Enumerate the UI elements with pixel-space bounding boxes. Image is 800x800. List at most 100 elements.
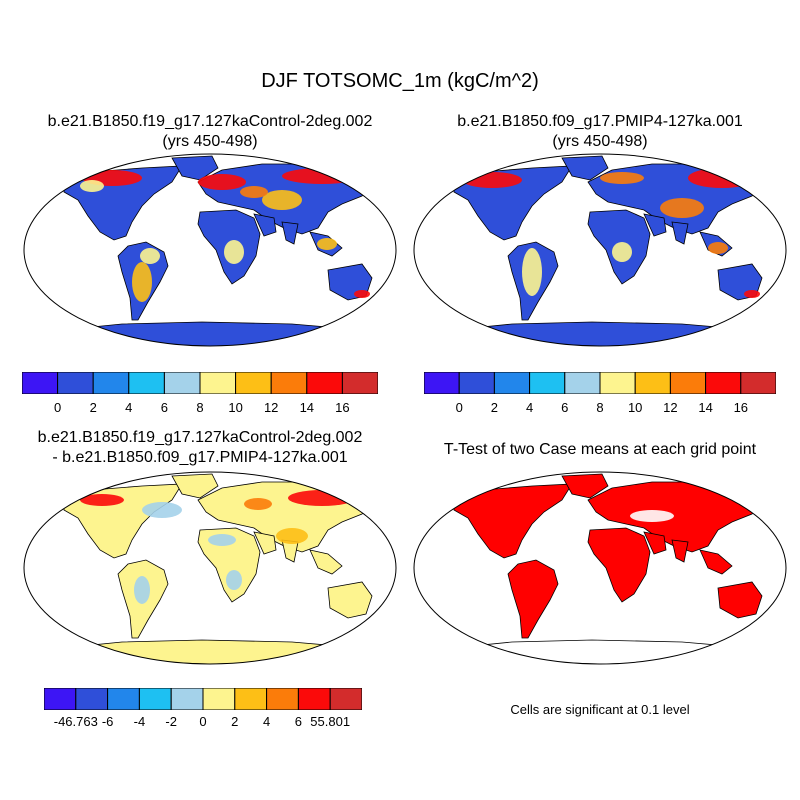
value-patch — [317, 238, 337, 250]
value-patch — [224, 240, 244, 264]
colorbar-swatch — [564, 372, 601, 394]
landmass-seAsia — [699, 549, 733, 575]
value-patch — [522, 248, 542, 296]
colorbar-tick-label: -4 — [133, 714, 146, 729]
colorbar-swatch — [202, 688, 236, 710]
landmass-africa — [587, 527, 651, 603]
value-patch — [240, 186, 268, 198]
colorbar-tick-label: 14 — [299, 400, 315, 415]
colorbar-swatch — [92, 372, 130, 394]
colorbar-swatch — [234, 688, 268, 710]
value-patch — [226, 570, 242, 590]
colorbar-swatch — [341, 372, 378, 394]
colorbar-tick-label: 2 — [490, 400, 499, 415]
landmass-australia — [327, 581, 373, 619]
landmass-southAmerica — [507, 559, 559, 639]
colorbar-swatch — [424, 372, 460, 394]
colorbar-swatch — [270, 372, 308, 394]
colorbar-swatch — [634, 372, 671, 394]
landmass-arabia — [253, 213, 277, 237]
value-patch — [462, 172, 522, 188]
colorbar-swatch — [306, 372, 343, 394]
colorbar-swatch — [458, 372, 495, 394]
colorbar-swatch — [705, 372, 742, 394]
colorbar-swatch — [529, 372, 566, 394]
colorbar-tick-label: 6 — [160, 400, 169, 415]
colorbar-swatch — [163, 372, 201, 394]
value-patch — [140, 248, 160, 264]
colorbar-tick-label: 14 — [698, 400, 713, 415]
landmass-arabia — [643, 213, 667, 237]
colorbar-swatch — [329, 688, 362, 710]
colorbar-tick-label: 0 — [53, 400, 62, 415]
colorbar-swatch — [170, 688, 204, 710]
map-difference — [23, 471, 397, 665]
landmass-greenland — [171, 473, 219, 499]
colorbar-control — [22, 372, 378, 394]
value-patch — [132, 262, 152, 302]
colorbar-tick-label: -2 — [165, 714, 177, 729]
colorbar-tick-label: 4 — [125, 400, 133, 415]
map-control — [23, 153, 397, 347]
colorbar-tick-label: 12 — [263, 400, 279, 415]
landmass-india — [671, 221, 689, 245]
colorbar-swatch — [669, 372, 707, 394]
colorbar-tick-label: 2 — [231, 714, 239, 729]
colorbar-swatch — [44, 688, 77, 710]
value-patch — [208, 534, 236, 546]
colorbar-tick-label: 0 — [199, 714, 207, 729]
colorbar-swatch — [75, 688, 109, 710]
significance-note: Cells are significant at 0.1 level — [510, 702, 690, 717]
colorbar-tick-label: -6 — [101, 714, 114, 729]
colorbar-tick-label: -46.763 — [53, 714, 98, 729]
value-patch — [354, 290, 370, 298]
landmass-greenland — [561, 473, 609, 499]
value-patch — [276, 528, 308, 544]
colorbar-swatch — [266, 688, 299, 710]
value-patch — [134, 576, 150, 604]
landmass-india — [671, 539, 689, 563]
colorbar-tick-label: 12 — [663, 400, 678, 415]
map-ttest — [413, 471, 787, 665]
colorbar-swatch — [297, 688, 331, 710]
panel-title-ttest: T-Test of two Case means at each grid po… — [443, 441, 757, 458]
landmass-australia — [717, 581, 763, 619]
colorbar-swatch — [199, 372, 237, 394]
colorbar-swatch — [493, 372, 531, 394]
panel-title-difference-line1: b.e21.B1850.f19_g17.127kaControl-2deg.00… — [37, 429, 363, 446]
colorbar-tick-label: 10 — [627, 400, 643, 415]
colorbar-tick-label: 4 — [262, 714, 271, 729]
colorbar-swatch — [107, 688, 140, 710]
map-pmip4 — [413, 153, 787, 347]
map-border — [23, 153, 397, 347]
panel-title-difference: b.e21.B1850.f19_g17.127kaControl-2deg.00… — [0, 428, 400, 468]
panel-title-control-line1: b.e21.B1850.f19_g17.127kaControl-2deg.00… — [47, 113, 373, 130]
colorbar-control-labels: 0 2 4 6 8 10 12 14 16 — [22, 400, 378, 416]
value-patch — [262, 190, 302, 210]
colorbar-tick-label: 6 — [561, 400, 569, 415]
map-border — [413, 153, 787, 347]
value-patch — [244, 498, 272, 510]
landmass-greenland — [561, 155, 609, 181]
colorbar-swatch — [128, 372, 165, 394]
value-patch — [198, 174, 246, 190]
colorbar-swatch — [599, 372, 636, 394]
colorbar-swatch — [235, 372, 272, 394]
map-border — [413, 471, 787, 665]
colorbar-tick-label: 8 — [596, 400, 604, 415]
panel-title-pmip4-line2: (yrs 450-498) — [552, 133, 648, 150]
colorbar-tick-label: 8 — [196, 400, 204, 415]
colorbar-tick-label: 16 — [733, 400, 749, 415]
colorbar-swatch — [138, 688, 172, 710]
colorbar-tick-label: 0 — [455, 400, 463, 415]
colorbar-swatch — [57, 372, 94, 394]
landmass-northAmerica — [453, 483, 573, 559]
colorbar-difference-labels: -46.763 -6 -4 -2 0 2 4 6 55.801 — [44, 714, 362, 730]
value-patch — [80, 180, 104, 192]
value-patch — [552, 510, 572, 518]
landmass-africa — [197, 527, 261, 603]
value-patch — [282, 168, 362, 184]
value-patch — [142, 502, 182, 518]
colorbar-tick-label: 16 — [335, 400, 350, 415]
colorbar-tick-label: 55.801 — [310, 714, 351, 729]
